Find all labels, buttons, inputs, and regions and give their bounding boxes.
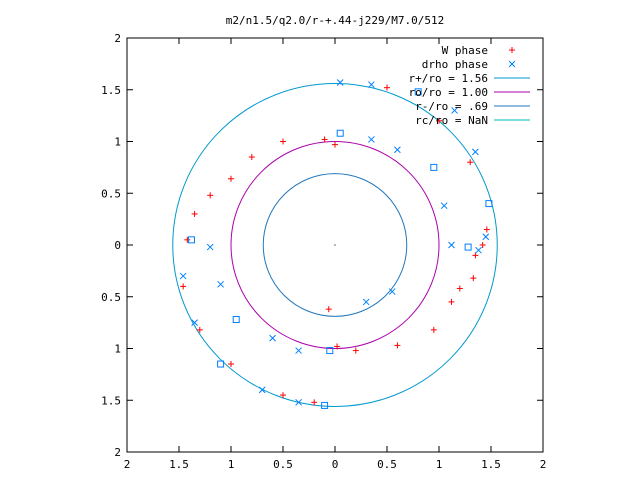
x-tick-label: 1.5 — [169, 458, 189, 471]
y-tick-label: 0.5 — [101, 187, 121, 200]
x-tick-label: 1.5 — [481, 458, 501, 471]
chart-title: m2/n1.5/q2.0/r-+.44-j229/M7.0/512 — [226, 14, 445, 27]
axis-ticks: 2 1.5 1 0.5 0 0.5 1 1.5 221.510.500.511.52 — [101, 32, 546, 471]
drho-phase-point — [295, 398, 302, 406]
drho-phase-point — [485, 200, 493, 208]
y-tick-label: 2 — [114, 446, 121, 459]
drho-phase-point — [217, 280, 224, 288]
drho-phase-point — [269, 334, 276, 342]
w-phase-point — [321, 136, 328, 143]
w-phase-point — [470, 275, 477, 282]
drho-phase-point — [464, 243, 472, 251]
y-tick-label: 1 — [114, 136, 121, 149]
drho-phase-point — [336, 79, 344, 86]
w-phase-point — [207, 192, 214, 199]
w-phase-point — [191, 210, 198, 217]
reference-circles — [172, 83, 498, 407]
y-tick-label: 1.5 — [101, 394, 121, 407]
drho-phase-point — [179, 272, 187, 280]
drho-phase-point — [206, 243, 214, 251]
drho-phase-point — [482, 233, 490, 241]
drho-phase-point — [326, 347, 334, 355]
w-phase-point — [325, 306, 332, 313]
drho-phase-point — [321, 401, 329, 409]
drho-phase-point — [388, 288, 396, 295]
w-phase-point — [280, 138, 286, 145]
legend-entry-label: W phase — [442, 44, 488, 57]
x-tick-label: 0 — [332, 458, 339, 471]
drho-phase-point — [362, 298, 370, 306]
legend-entry-label: r+/ro = 1.56 — [409, 72, 488, 85]
w-phase-point — [448, 298, 455, 305]
origin-dot — [334, 244, 336, 246]
drho-phase-point — [451, 107, 458, 114]
drho-phase-point — [414, 88, 422, 96]
drho-phase-point — [258, 386, 266, 394]
w-phase-point — [184, 236, 191, 243]
w-phase-point — [394, 342, 401, 349]
w-phase-point — [280, 392, 286, 399]
y-tick-label: 1 — [114, 343, 121, 356]
drho-phase-point — [475, 246, 482, 254]
w-phase-point — [196, 326, 203, 333]
drho-phase-point — [368, 136, 375, 143]
w-phase-point — [334, 343, 341, 350]
legend-entry-label: ro/ro = 1.00 — [409, 86, 488, 99]
drho-phase-point — [448, 241, 455, 249]
w-phase-point — [456, 285, 463, 292]
drho-phase-point — [368, 81, 375, 88]
x-tick-label: 1 — [228, 458, 235, 471]
y-tick-label: 0 — [114, 239, 121, 252]
w-phase-point — [479, 242, 486, 248]
w-phase-point — [311, 399, 318, 406]
w-phase-point — [228, 361, 234, 368]
w-phase-point — [472, 252, 479, 259]
x-tick-label: 2 — [540, 458, 547, 471]
legend-entry-label: r-/ro = .69 — [415, 100, 488, 113]
legend-key — [508, 60, 516, 68]
drho-phase-point — [472, 148, 479, 156]
w-phase-point — [436, 117, 442, 124]
x-tick-label: 1 — [436, 458, 443, 471]
drho-phase-point — [191, 319, 198, 326]
legend-entry-label: rc/ro = NaN — [415, 114, 488, 127]
w-phase-point — [180, 283, 187, 290]
drho-phase-point — [440, 202, 448, 210]
drho-phase-point — [430, 163, 438, 171]
y-tick-label: 0.5 — [101, 291, 121, 304]
drho-phase-point — [336, 129, 344, 137]
x-tick-label: 0.5 — [377, 458, 397, 471]
w-phase-point — [384, 84, 390, 91]
circle-ro-ro-1-00 — [230, 141, 440, 349]
circle-r-ro-1-56 — [172, 83, 498, 407]
x-tick-label: 0.5 — [273, 458, 293, 471]
drho-phase-point — [232, 316, 240, 324]
y-tick-label: 1.5 — [101, 84, 121, 97]
w-phase-point — [248, 154, 255, 161]
drho-phase-point — [217, 360, 225, 368]
drho-phase-point — [394, 146, 401, 154]
legend-entry-label: drho phase — [422, 58, 488, 71]
w-phase-point — [483, 226, 490, 233]
y-tick-label: 2 — [114, 32, 121, 45]
x-tick-label: 2 — [124, 458, 131, 471]
w-phase-point — [430, 326, 437, 333]
circle-r-ro-69 — [262, 173, 408, 317]
w-phase-point — [228, 175, 234, 182]
w-phase-point — [352, 347, 359, 354]
w-phase-point — [467, 159, 474, 166]
data-points — [179, 79, 493, 409]
drho-phase-point — [187, 236, 195, 244]
drho-phase-point — [295, 347, 302, 354]
w-phase-point — [332, 141, 338, 148]
